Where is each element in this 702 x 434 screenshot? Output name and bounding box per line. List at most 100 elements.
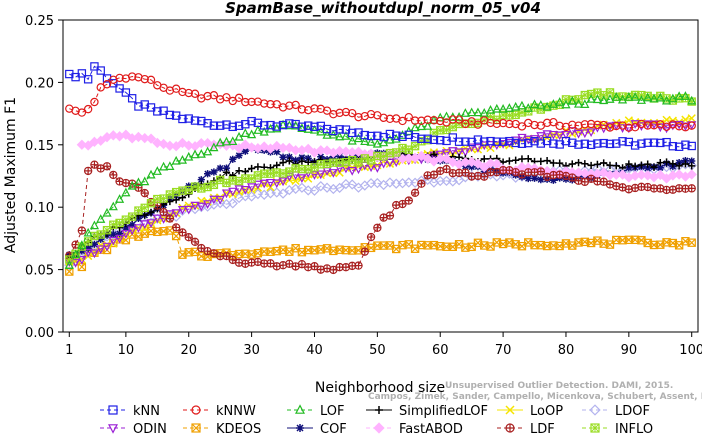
data-point — [511, 138, 520, 148]
data-point — [498, 137, 508, 146]
data-point — [259, 99, 269, 108]
data-point — [655, 92, 665, 102]
data-point — [77, 256, 87, 265]
data-point — [668, 141, 678, 151]
data-point — [681, 140, 690, 149]
data-point — [228, 122, 237, 132]
data-point — [215, 195, 225, 205]
data-point — [373, 223, 382, 232]
data-point — [184, 114, 193, 123]
data-point — [448, 133, 458, 142]
data-point — [82, 140, 94, 151]
data-point — [140, 176, 150, 186]
data-point — [473, 135, 483, 144]
data-point — [121, 229, 131, 239]
data-point — [102, 240, 112, 249]
data-point — [561, 171, 571, 181]
data-point — [517, 100, 527, 110]
data-point — [504, 138, 514, 148]
data-point — [586, 119, 596, 129]
data-point — [625, 160, 633, 168]
data-point — [247, 97, 256, 107]
data-point — [637, 161, 646, 169]
data-point — [64, 260, 74, 269]
data-point — [165, 110, 175, 120]
legend-label: KDEOS — [216, 422, 261, 434]
data-point — [96, 245, 106, 255]
data-point — [347, 179, 358, 190]
legend-marker — [505, 423, 515, 433]
data-point — [637, 119, 646, 129]
data-point — [241, 97, 250, 107]
data-point — [127, 94, 137, 103]
data-point — [543, 156, 551, 165]
legend-item-kNNW: kNNW — [183, 404, 256, 419]
watermark-line: Unsupervised Outlier Detection. DAMI, 20… — [445, 381, 673, 391]
data-point — [247, 183, 257, 193]
data-point — [650, 163, 658, 171]
data-point — [404, 130, 413, 140]
data-point — [674, 122, 684, 131]
series-kNN — [65, 62, 696, 151]
data-point — [114, 234, 125, 244]
data-point — [656, 138, 665, 148]
data-point — [178, 228, 187, 237]
data-point — [385, 148, 395, 158]
data-point — [273, 161, 281, 169]
data-point — [247, 116, 256, 126]
data-point — [636, 169, 647, 181]
data-point — [203, 91, 212, 101]
data-point — [278, 177, 288, 187]
chart-title: SpamBase_withoutdupl_norm_05_v04 — [225, 0, 541, 17]
data-point — [196, 202, 206, 212]
data-point — [178, 186, 187, 195]
data-point — [76, 139, 88, 150]
series-KDEOS — [65, 226, 696, 276]
data-point — [196, 149, 206, 158]
data-point — [668, 121, 678, 131]
legend-item-LOF: LOF — [287, 404, 345, 419]
data-point — [600, 159, 608, 167]
data-point — [83, 166, 93, 176]
data-point — [517, 133, 527, 143]
data-point — [372, 138, 382, 148]
data-point — [90, 97, 99, 107]
data-point — [549, 159, 557, 167]
data-point — [372, 164, 382, 173]
data-point — [96, 230, 105, 239]
data-point — [197, 116, 206, 126]
data-point — [83, 237, 93, 246]
data-point — [296, 182, 308, 193]
data-point — [341, 131, 351, 140]
data-point — [530, 120, 539, 130]
data-point — [310, 122, 319, 132]
legend-label: LDOF — [615, 404, 650, 419]
data-point — [108, 236, 118, 246]
data-point — [460, 148, 470, 157]
data-point — [429, 135, 439, 145]
data-point — [524, 138, 533, 148]
data-point — [222, 168, 231, 176]
data-point — [548, 99, 558, 108]
data-point — [448, 115, 458, 124]
axes: 1 10 20 30 40 50 60 70 80 90 100 0.00 0.05 0.10 0.15 0.… — [25, 14, 702, 358]
data-point — [271, 187, 282, 198]
data-point — [441, 149, 452, 159]
data-point — [77, 240, 87, 249]
x-tick-label: 90 — [621, 343, 638, 358]
data-point — [141, 211, 149, 219]
data-point — [674, 142, 684, 151]
data-point — [109, 170, 118, 180]
data-point — [304, 158, 312, 166]
data-point — [480, 155, 488, 163]
data-point — [315, 181, 326, 192]
legend-label: LoOP — [530, 404, 563, 419]
data-point — [209, 142, 219, 152]
data-point — [284, 120, 294, 130]
plot-frame — [62, 19, 699, 333]
data-point — [222, 93, 231, 102]
data-point — [643, 92, 653, 102]
data-point — [216, 164, 224, 172]
data-point — [153, 107, 162, 116]
data-point — [304, 174, 313, 183]
